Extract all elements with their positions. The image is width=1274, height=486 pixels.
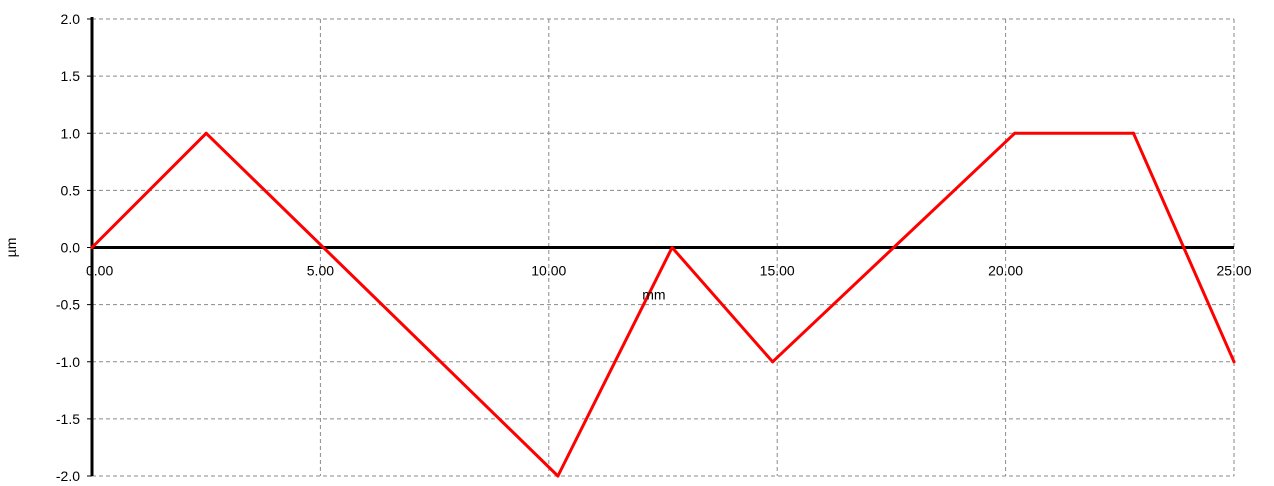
data-point [556,475,559,478]
data-point [671,246,674,249]
data-point [1233,360,1236,363]
data-point [1013,132,1016,135]
x-tick-label: 5.00 [307,263,334,279]
x-tick-label: 15.00 [760,263,795,279]
y-tick-label: -0.5 [56,297,80,313]
x-tick-label: 10.00 [531,263,566,279]
x-tick-labels: 0.00 5.00 10.00 15.00 20.00 25.00 [86,263,1252,279]
x-tick-label: 0.00 [86,263,113,279]
x-tick-label: 25.00 [1216,263,1251,279]
y-tick-label: -2.0 [56,468,80,484]
y-tick-label: 1.5 [61,68,81,84]
y-tick-label: 2.0 [61,11,81,27]
data-point [1132,132,1135,135]
x-tick-label: 20.00 [988,263,1023,279]
x-axis-label: mm [642,287,665,303]
y-tick-labels: 2.0 1.5 1.0 0.5 0.0 -0.5 -1.0 -1.5 -2.0 [56,11,80,484]
y-tick-label: -1.5 [56,411,80,427]
y-tick-label: 0.0 [61,240,81,256]
data-point [91,246,94,249]
axes [87,17,1234,476]
y-axis-label: µm [3,238,19,258]
y-tick-label: 0.5 [61,182,81,198]
y-tick-label: -1.0 [56,354,80,370]
data-point [771,360,774,363]
data-point [205,132,208,135]
y-tick-label: 1.0 [61,125,81,141]
